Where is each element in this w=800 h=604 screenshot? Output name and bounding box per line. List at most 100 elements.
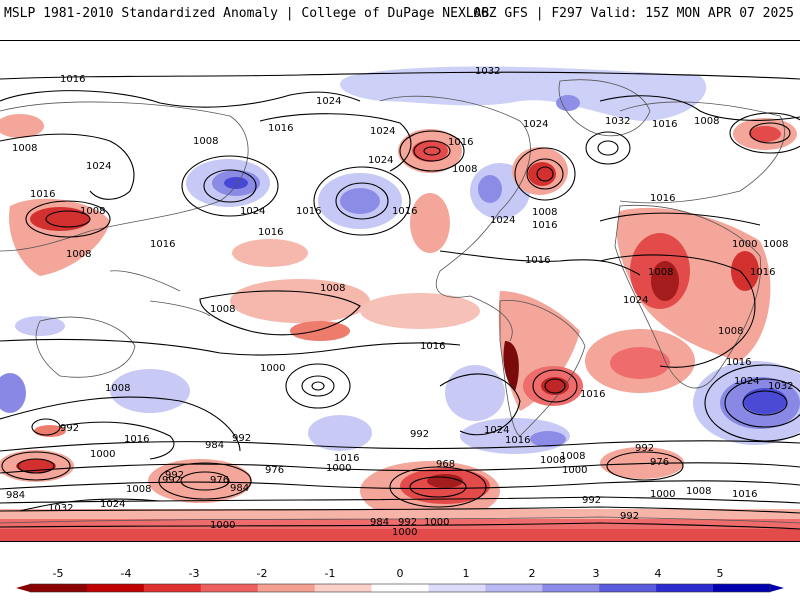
isobar-label: 1008 <box>105 383 130 394</box>
isobar-label: 1032 <box>475 66 500 77</box>
isobar <box>0 480 800 490</box>
isobar <box>599 254 756 368</box>
isobar <box>606 451 684 481</box>
isobar <box>0 440 800 452</box>
colorbar-swatch <box>599 584 657 592</box>
isobar-label: 984 <box>370 517 389 528</box>
isobar-label: 1024 <box>368 155 393 166</box>
anomaly-blob <box>610 347 670 379</box>
colorbar-swatch <box>314 584 373 592</box>
isobar-label: 1008 <box>560 451 585 462</box>
isobars <box>0 71 800 530</box>
isobar-label: 1000 <box>392 527 417 538</box>
isobar-label: 1016 <box>334 453 359 464</box>
isobar <box>599 95 800 121</box>
isobar-label: 1008 <box>12 143 37 154</box>
isobar-label: 1008 <box>686 486 711 497</box>
isobar <box>0 462 800 474</box>
anomaly-map: 1016 1032 1024 1024 1016 1024 1032 1016 … <box>0 40 800 542</box>
anomaly-blob <box>410 193 450 253</box>
isobar <box>413 140 451 162</box>
anomaly-blob <box>30 207 90 231</box>
isobar-labels: 1016 1032 1024 1024 1016 1024 1032 1016 … <box>6 66 793 538</box>
anomaly-blob <box>340 188 380 214</box>
isobar-label: 976 <box>265 465 284 476</box>
anomaly-band <box>0 529 800 541</box>
isobar <box>597 140 619 156</box>
isobar <box>180 471 230 491</box>
colorbar-swatch <box>86 584 145 592</box>
isobar <box>526 158 564 190</box>
isobar-label: 1016 <box>750 267 775 278</box>
isobar-label: 1008 <box>66 249 91 260</box>
isobar <box>749 122 791 144</box>
isobar-label: 1016 <box>448 137 473 148</box>
colorbar-swatch <box>200 584 259 592</box>
anomaly-blob <box>110 369 190 413</box>
header: MSLP 1981-2010 Standardized Anomaly | Co… <box>0 0 800 30</box>
isobar-label: 992 <box>620 511 639 522</box>
coastlines <box>0 79 800 524</box>
anomaly-blob <box>224 177 248 189</box>
isobar-label: 1016 <box>296 206 321 217</box>
isobar-label: 1024 <box>370 126 395 137</box>
isobar-label: 992 <box>410 429 429 440</box>
colorbar: -5 -4 -3 -2 -1 0 1 2 3 4 5 <box>10 566 790 600</box>
colorbar-svg: -5 -4 -3 -2 -1 0 1 2 3 4 5 <box>16 567 784 593</box>
isobar <box>59 421 175 460</box>
isobar-label: 984 <box>205 440 224 451</box>
isobar-label: 1024 <box>316 96 341 107</box>
isobar-label: 1000 <box>210 520 235 531</box>
isobar <box>158 462 252 500</box>
map-svg: 1016 1032 1024 1024 1016 1024 1032 1016 … <box>0 66 800 541</box>
anomaly-blob <box>360 293 480 329</box>
anomaly-blob <box>230 279 370 323</box>
isobar-label: 1016 <box>124 434 149 445</box>
anomaly-blob <box>308 415 372 451</box>
anomaly-blob <box>412 140 448 162</box>
colorbar-tick: -5 <box>53 567 64 580</box>
map-title: MSLP 1981-2010 Standardized Anomaly | Co… <box>4 6 490 21</box>
isobar-label: 1016 <box>505 435 530 446</box>
colorbar-tick: -4 <box>121 567 132 580</box>
anomaly-blob <box>749 126 781 142</box>
coastline-africa <box>614 204 762 389</box>
colorbar-swatch <box>542 584 600 592</box>
isobar-label: 1016 <box>258 227 283 238</box>
isobar-label: 1008 <box>210 304 235 315</box>
colorbar-swatches <box>16 583 784 593</box>
isobar-label: 1008 <box>648 267 673 278</box>
isobar-label: 1008 <box>193 136 218 147</box>
isobar-label: 1032 <box>768 381 793 392</box>
coastline-south-america <box>499 299 586 437</box>
anomaly-blob <box>15 316 65 336</box>
isobar <box>0 133 135 200</box>
colorbar-tick: -3 <box>189 567 200 580</box>
isobar-label: 1016 <box>532 220 557 231</box>
isobar-label: 1032 <box>48 503 73 514</box>
anomaly-blob <box>427 474 463 488</box>
isobar-label: 992 <box>232 433 251 444</box>
isobar <box>19 498 161 512</box>
colorbar-end-cap <box>16 584 30 592</box>
isobar <box>285 363 351 409</box>
isobar-label: 1008 <box>126 484 151 495</box>
coastline-antarctica <box>0 516 800 524</box>
colorbar-tick: 2 <box>529 567 536 580</box>
coastline-europe <box>619 101 785 204</box>
isobar-label: 1024 <box>734 376 759 387</box>
isobar-label: 1024 <box>484 425 509 436</box>
isobar-label: 1000 <box>424 517 449 528</box>
isobar <box>704 364 800 442</box>
isobar-label: 992 <box>60 423 79 434</box>
anomaly-blob <box>148 459 252 503</box>
isobar <box>439 373 521 436</box>
isobar-label: 1008 <box>718 326 743 337</box>
isobar <box>17 458 55 474</box>
anomaly-blob <box>503 341 519 391</box>
colorbar-outline <box>29 583 771 593</box>
isobar-label: 992 <box>582 495 601 506</box>
isobar-label: 992 <box>162 475 181 486</box>
isobar-label: 1000 <box>90 449 115 460</box>
colorbar-swatch <box>713 584 771 592</box>
